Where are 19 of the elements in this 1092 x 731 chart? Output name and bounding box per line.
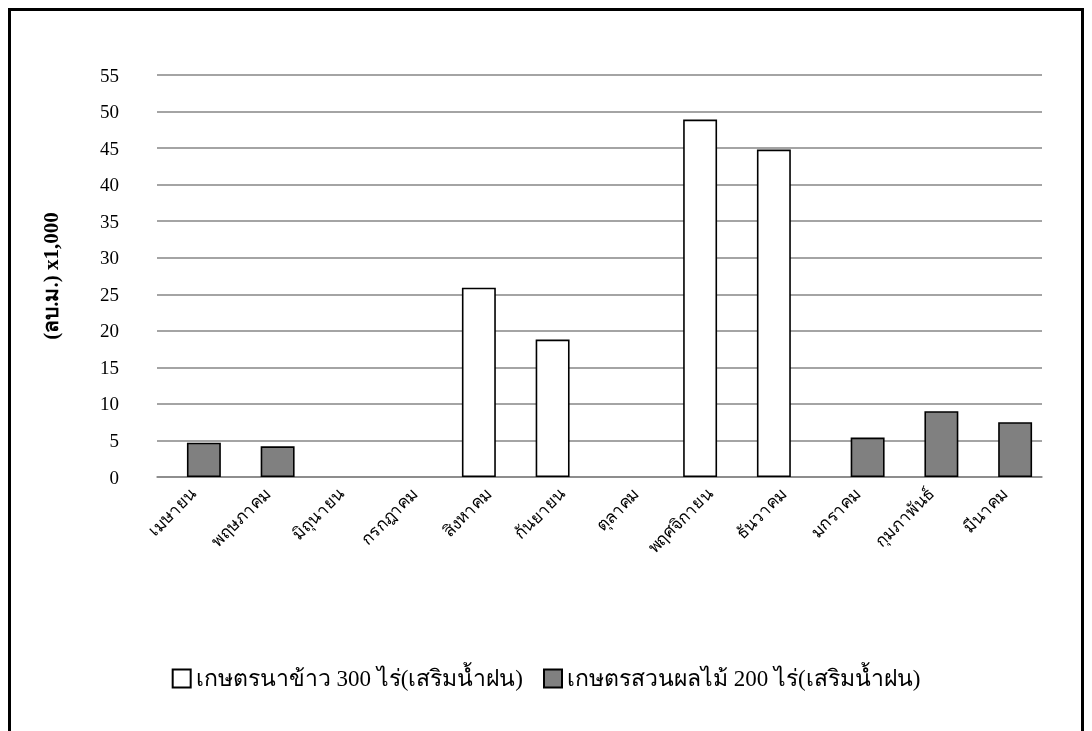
y-tick-label: 15 [100,356,119,378]
y-tick-label: 50 [100,101,119,123]
y-tick-label: 40 [100,174,119,196]
y-tick-label: 20 [100,320,119,342]
y-axis-title: (ลบ.ม.) x1,000 [38,212,63,340]
y-tick-label: 10 [100,393,119,415]
y-tick-label: 45 [100,137,119,159]
y-tick-label: 35 [100,210,119,232]
y-tick-label: 25 [100,283,119,305]
bar [756,149,791,477]
y-tick-label: 0 [109,466,119,488]
y-tick-label: 30 [100,247,119,269]
legend-label: เกษตรนาข้าว 300 ไร่(เสริมน้ำฝน) [195,662,524,691]
y-tick-label: 5 [109,429,119,451]
bar [535,339,570,477]
y-tick-label: 55 [100,64,119,86]
bar [683,119,718,477]
legend-label: เกษตรสวนผลไม้ 200 ไร่(เสริมน้ำฝน) [567,662,921,691]
bar [461,287,496,477]
